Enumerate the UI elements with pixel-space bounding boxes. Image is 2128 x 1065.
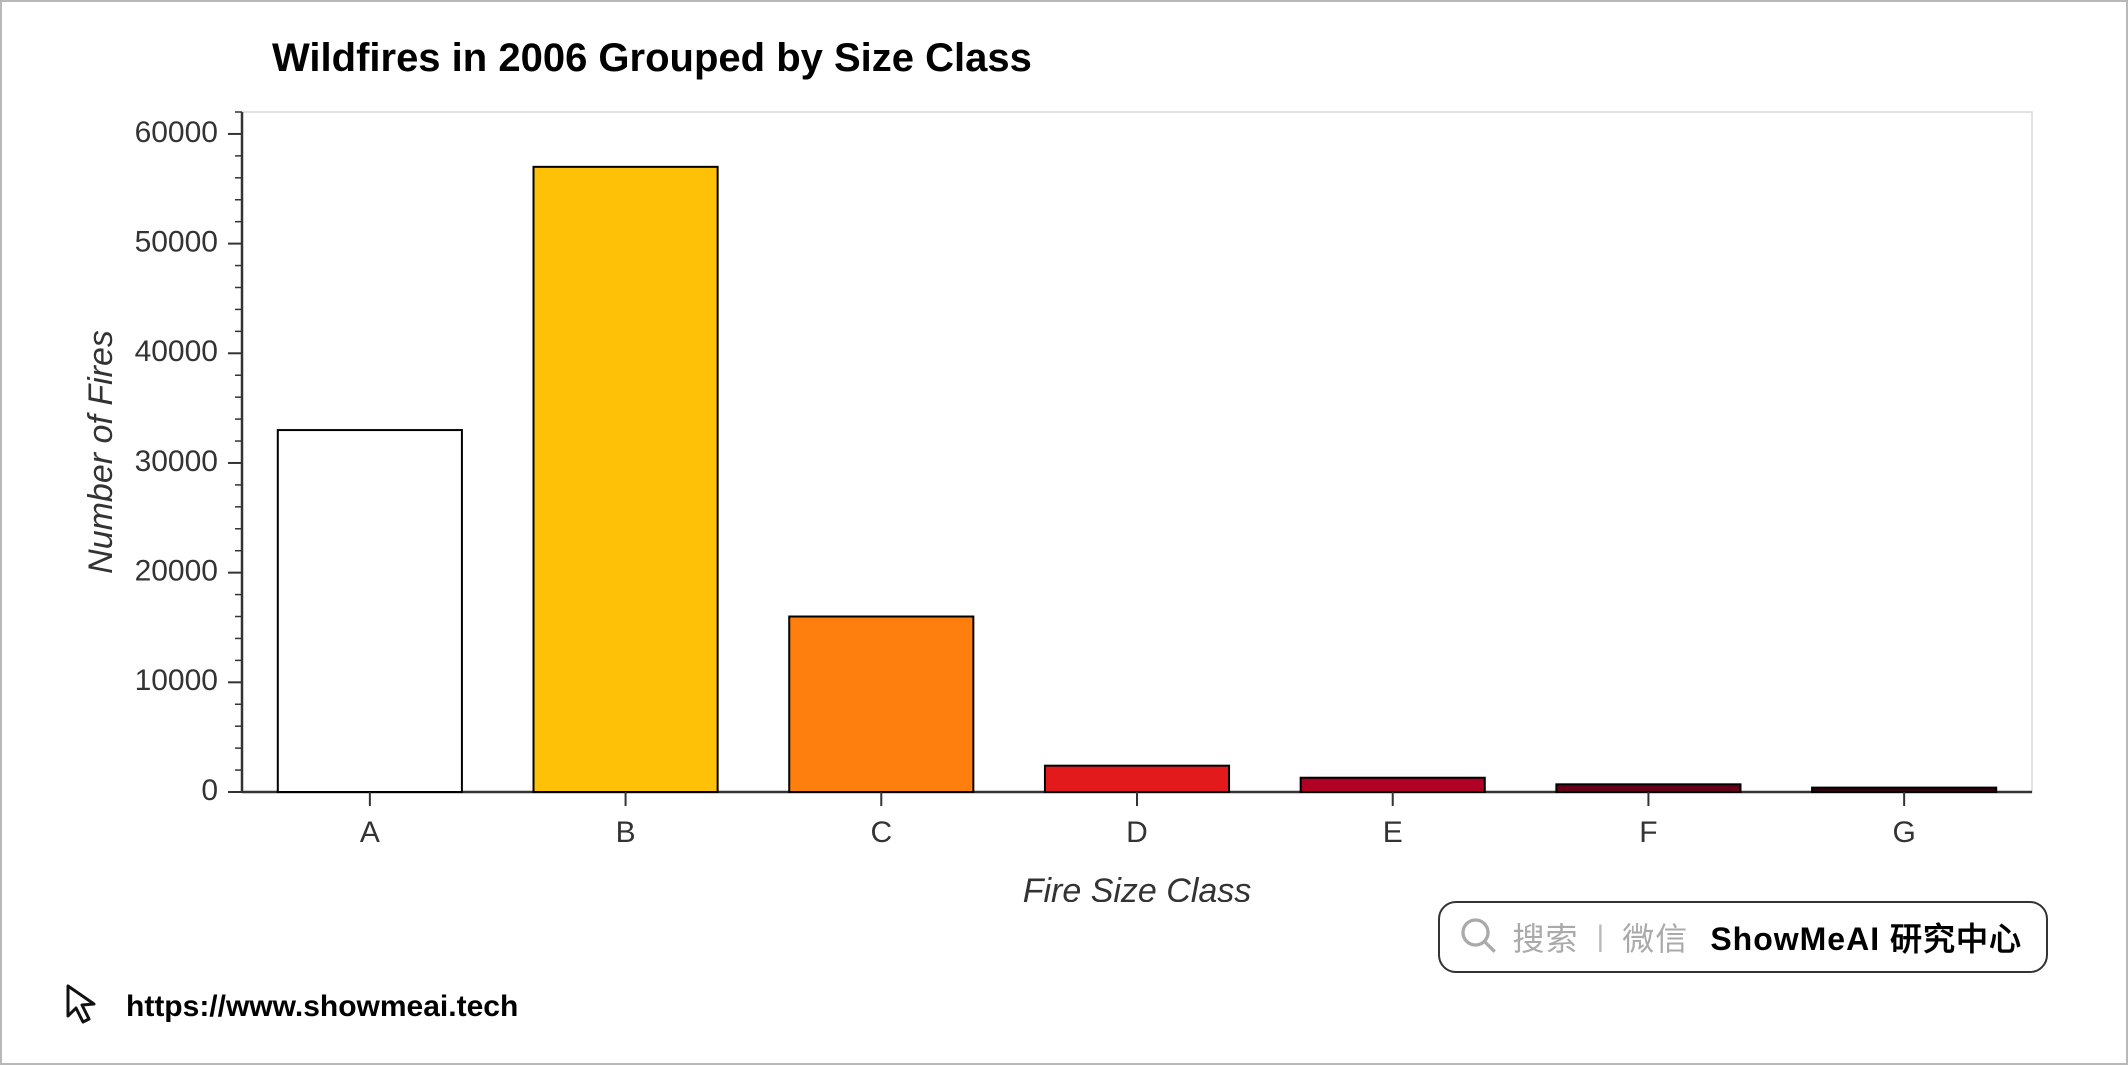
bar-E bbox=[1301, 778, 1485, 792]
svg-text:60000: 60000 bbox=[135, 116, 218, 149]
xtick-label: B bbox=[616, 816, 636, 849]
image-frame: 0 10000 20000 30000 40000 50000 60000 A B C D E F G Fi… bbox=[0, 0, 2128, 1065]
svg-text:50000: 50000 bbox=[135, 226, 218, 259]
xtick-label: D bbox=[1126, 816, 1148, 849]
xtick-label: E bbox=[1383, 816, 1403, 849]
cursor-icon bbox=[58, 980, 106, 1033]
search-icon bbox=[1458, 915, 1498, 960]
svg-text:0: 0 bbox=[201, 774, 218, 807]
svg-text:10000: 10000 bbox=[135, 664, 218, 697]
svg-text:30000: 30000 bbox=[135, 445, 218, 478]
footer-url: https://www.showmeai.tech bbox=[126, 990, 518, 1024]
xtick-label: G bbox=[1892, 816, 1915, 849]
search-pill[interactable]: 搜索 | 微信 ShowMeAI 研究中心 bbox=[1438, 901, 2048, 973]
x-axis-label: Fire Size Class bbox=[1023, 872, 1252, 902]
bar-F bbox=[1556, 784, 1740, 792]
chart-container: 0 10000 20000 30000 40000 50000 60000 A B C D E F G Fi… bbox=[62, 22, 2066, 943]
xtick-label: C bbox=[870, 816, 892, 849]
bar-chart: 0 10000 20000 30000 40000 50000 60000 A B C D E F G Fi… bbox=[62, 22, 2062, 902]
bar-G bbox=[1812, 788, 1996, 792]
search-brand: ShowMeAI 研究中心 bbox=[1710, 914, 2022, 960]
xtick-label: A bbox=[360, 816, 380, 849]
bar-C bbox=[789, 617, 973, 792]
xtick-label: F bbox=[1639, 816, 1657, 849]
search-platform: 微信 bbox=[1622, 914, 1688, 960]
y-axis-label: Number of Fires bbox=[82, 330, 120, 574]
search-hint: 搜索 bbox=[1512, 914, 1578, 960]
bar-D bbox=[1045, 766, 1229, 792]
bar-B bbox=[534, 167, 718, 792]
bar-A bbox=[278, 430, 462, 792]
chart-title: Wildfires in 2006 Grouped by Size Class bbox=[272, 36, 1032, 81]
footer-link[interactable]: https://www.showmeai.tech bbox=[58, 980, 518, 1033]
svg-text:40000: 40000 bbox=[135, 335, 218, 368]
separator: | bbox=[1597, 920, 1605, 954]
svg-text:20000: 20000 bbox=[135, 555, 218, 588]
